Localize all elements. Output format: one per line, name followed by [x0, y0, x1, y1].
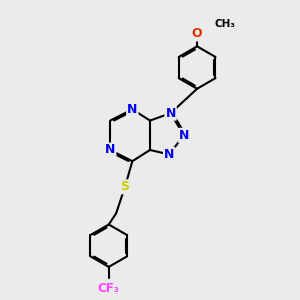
Text: N: N	[105, 143, 116, 157]
Text: CH₃: CH₃	[214, 19, 235, 29]
Text: N: N	[164, 148, 174, 161]
Text: O: O	[192, 28, 203, 40]
Text: N: N	[179, 129, 189, 142]
Text: N: N	[165, 107, 176, 120]
Text: S: S	[121, 180, 130, 193]
Text: N: N	[127, 103, 137, 116]
Text: CF₃: CF₃	[98, 282, 120, 295]
